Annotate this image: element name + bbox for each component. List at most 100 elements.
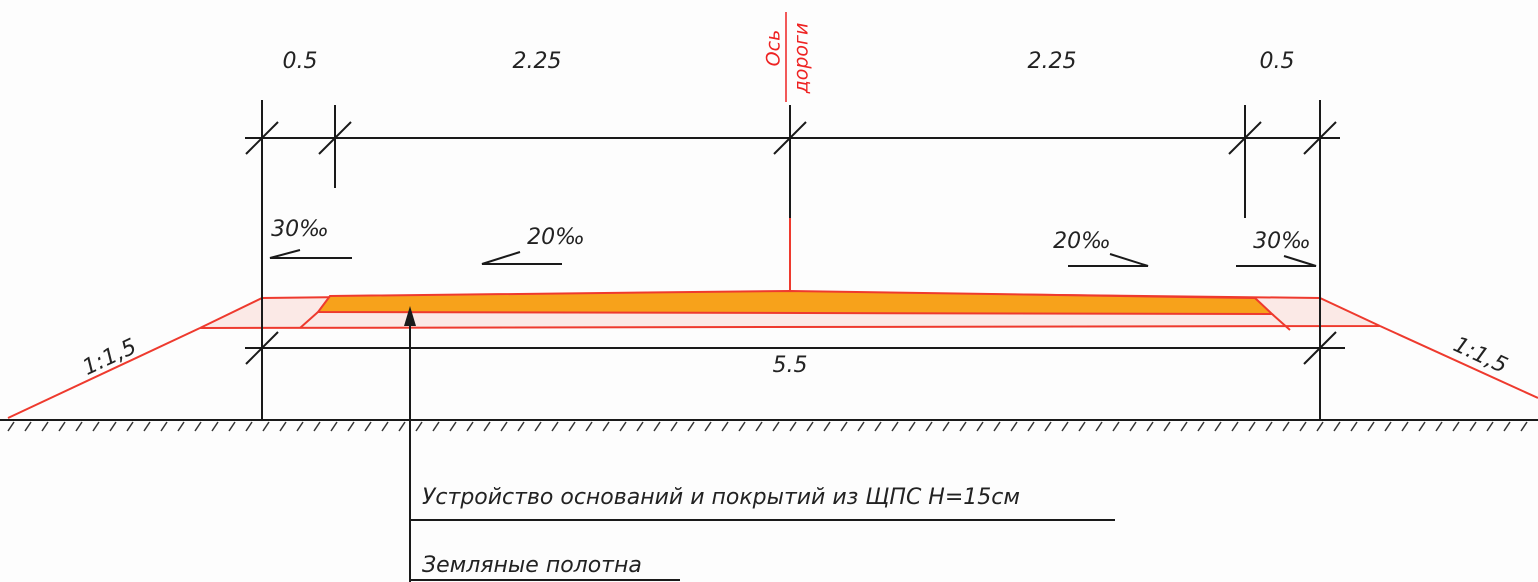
hatch-mark (194, 421, 202, 432)
hatch-mark (993, 421, 1001, 432)
hatch-mark (959, 421, 967, 432)
leader-arrow (404, 306, 416, 326)
hatch-mark (942, 421, 950, 432)
left-slope (7, 327, 201, 419)
hatch-mark (1350, 421, 1358, 432)
right-slope (1379, 325, 1538, 399)
hatch-mark (1214, 421, 1222, 432)
hatch-mark (1044, 421, 1052, 432)
hatch-mark (41, 421, 49, 432)
slope-label: 20‰ (1053, 229, 1111, 254)
hatch-mark (874, 421, 882, 432)
hatch-mark (466, 421, 474, 432)
hatch-mark (636, 421, 644, 432)
hatch-mark (551, 421, 559, 432)
hatch-mark (857, 421, 865, 432)
axis-label: Ось (763, 30, 785, 67)
hatch-mark (925, 421, 933, 432)
hatch-mark (1180, 421, 1188, 432)
hatch-mark (806, 421, 814, 432)
hatch-mark (585, 421, 593, 432)
slope-label: 30‰ (1253, 229, 1311, 254)
hatch-mark (262, 421, 270, 432)
hatch-mark (381, 421, 389, 432)
hatch-mark (75, 421, 83, 432)
hatch-mark (1316, 421, 1324, 432)
hatch-mark (1061, 421, 1069, 432)
hatch-mark (1146, 421, 1154, 432)
dimension-label: 5.5 (773, 353, 808, 378)
hatch-mark (789, 421, 797, 432)
hatch-mark (109, 421, 117, 432)
hatch-mark (1231, 421, 1239, 432)
hatch-mark (1078, 421, 1086, 432)
hatch-mark (1027, 421, 1035, 432)
slope-label: 20‰ (527, 225, 585, 250)
base-layer (316, 289, 1275, 316)
hatch-mark (1401, 421, 1409, 432)
side-slope-label: 1:1,5 (79, 334, 141, 380)
hatch-mark (908, 421, 916, 432)
dimension-label: 2.25 (1028, 49, 1077, 74)
dimension-label: 2.25 (513, 49, 562, 74)
dimension-tick (1228, 121, 1262, 155)
dimension-tick (245, 331, 279, 365)
hatch-mark (1112, 421, 1120, 432)
hatch-mark (211, 421, 219, 432)
slope-label: 30‰ (271, 217, 329, 242)
hatch-mark (687, 421, 695, 432)
dimension-label: 0.5 (1260, 49, 1295, 74)
dimension-tick (773, 121, 807, 155)
slope-arrow (1068, 253, 1149, 267)
hatch-mark (313, 421, 321, 432)
hatch-mark (1469, 421, 1477, 432)
hatch-mark (704, 421, 712, 432)
callout-text: Устройство оснований и покрытий из ЩПС Н… (422, 485, 1020, 510)
layer-edge (1271, 313, 1291, 331)
hatch-mark (1435, 421, 1443, 432)
axis-label: дороги (791, 23, 813, 95)
hatch-mark (398, 421, 406, 432)
hatch-mark (1418, 421, 1426, 432)
hatch-mark (432, 421, 440, 432)
hatch-mark (755, 421, 763, 432)
hatch-mark (160, 421, 168, 432)
dimension-tick (245, 121, 279, 155)
hatch-mark (1010, 421, 1018, 432)
hatch-mark (1248, 421, 1256, 432)
hatch-mark (1367, 421, 1375, 432)
dimension-label: 0.5 (283, 49, 318, 74)
hatch-mark (1299, 421, 1307, 432)
hatch-mark (772, 421, 780, 432)
hatch-mark (891, 421, 899, 432)
dimension-tick (1303, 121, 1337, 155)
hatch-mark (1163, 421, 1171, 432)
hatch-mark (296, 421, 304, 432)
hatch-mark (177, 421, 185, 432)
dimension-tick (1303, 331, 1337, 365)
hatch-mark (279, 421, 287, 432)
hatch-mark (721, 421, 729, 432)
hatch-mark (1452, 421, 1460, 432)
hatch-mark (449, 421, 457, 432)
hatch-mark (126, 421, 134, 432)
hatch-mark (568, 421, 576, 432)
slope-arrow (481, 251, 562, 265)
hatch-mark (245, 421, 253, 432)
dimension-ticks (245, 121, 1337, 365)
hatch-mark (670, 421, 678, 432)
hatch-mark (1503, 421, 1511, 432)
hatch-mark (1095, 421, 1103, 432)
hatch-mark (976, 421, 984, 432)
layer-edge (299, 311, 319, 329)
hatch-mark (1520, 421, 1528, 432)
hatch-mark (1197, 421, 1205, 432)
hatch-mark (1129, 421, 1137, 432)
hatch-mark (534, 421, 542, 432)
hatch-mark (1333, 421, 1341, 432)
hatch-mark (1384, 421, 1392, 432)
hatch-mark (228, 421, 236, 432)
hatch-mark (500, 421, 508, 432)
hatch-mark (347, 421, 355, 432)
